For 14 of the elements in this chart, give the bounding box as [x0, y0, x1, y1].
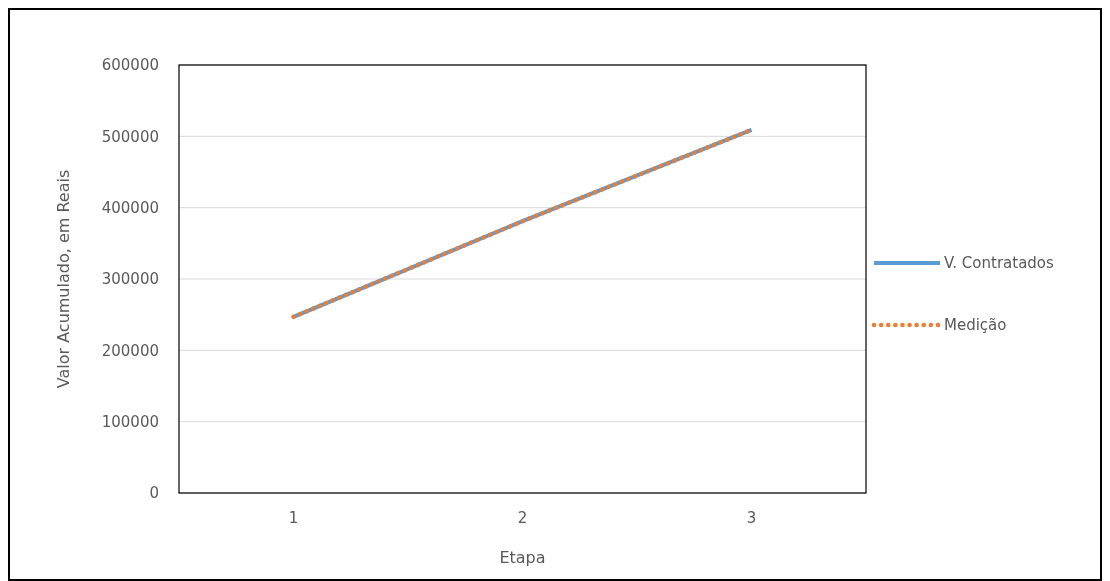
- y-tick-label: 600000: [101, 56, 159, 75]
- y-tick-label: 200000: [101, 341, 159, 360]
- x-tick-label: 2: [517, 509, 528, 527]
- y-tick-label: 300000: [101, 270, 159, 289]
- y-tick-label: 400000: [101, 198, 159, 217]
- x-tick-label: 3: [746, 509, 757, 527]
- legend-label: V. Contratados: [944, 254, 1055, 273]
- y-tick-label: 500000: [101, 127, 159, 146]
- y-tick-label: 100000: [101, 412, 159, 431]
- y-tick-label: 0: [149, 484, 159, 503]
- y-axis-title: Valor Acumulado, em Reais: [54, 169, 73, 389]
- x-axis-title: Etapa: [499, 548, 546, 567]
- x-tick-label: 1: [288, 509, 299, 527]
- legend-label: Medição: [944, 316, 1007, 335]
